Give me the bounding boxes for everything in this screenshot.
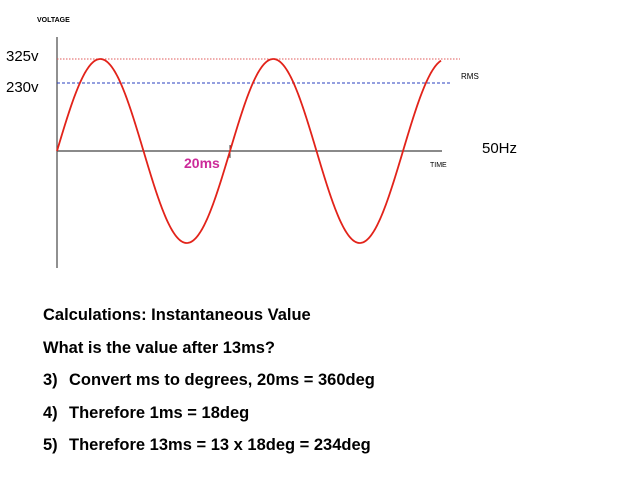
step-number: 4) [43,403,58,422]
period-label: 20ms [184,155,220,171]
step-5: 5) Therefore 13ms = 13 x 18deg = 234deg [43,434,375,467]
step-text: Therefore 1ms = 18deg [69,403,250,422]
step-3: 3) Convert ms to degrees, 20ms = 360deg [43,369,375,402]
rms-tag: RMS [461,72,479,81]
peak-voltage-label: 325v [6,48,39,65]
step-text: Therefore 13ms = 13 x 18deg = 234deg [69,436,371,454]
sine-wave-diagram [56,37,460,268]
step-text: Convert ms to degrees, 20ms = 360deg [69,371,375,389]
calculation-notes: Calculations: Instantaneous Value What i… [43,304,375,467]
rms-voltage-label: 230v [6,79,39,96]
step-4: 4) Therefore 1ms = 18deg [43,402,375,435]
step-number: 3) [43,371,58,389]
frequency-label: 50Hz [482,140,518,157]
step-number: 5) [43,436,58,454]
time-axis-title: TIME [430,162,447,169]
notes-heading: Calculations: Instantaneous Value [43,306,311,324]
sine-wave-curve [56,58,442,244]
notes-question: What is the value after 13ms? [43,338,275,357]
voltage-axis-title: VOLTAGE [37,17,70,24]
